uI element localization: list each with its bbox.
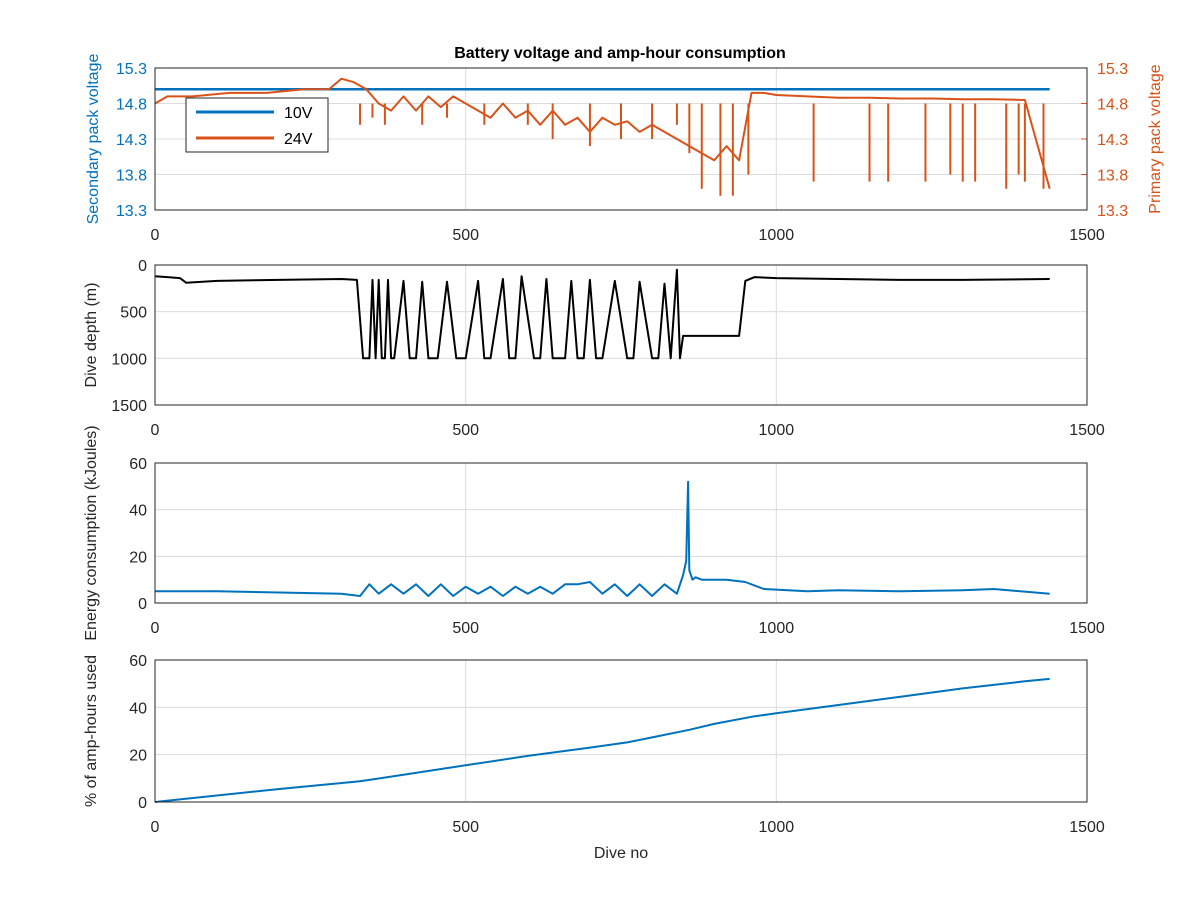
- y-tick-label: 1000: [111, 351, 147, 368]
- x-tick-label: 1500: [1069, 620, 1105, 637]
- legend-label: 10V: [284, 105, 313, 122]
- legend-label: 24V: [284, 131, 313, 148]
- y-tick-label: 60: [129, 653, 147, 670]
- y-axis-label-left: Secondary pack voltage: [85, 54, 102, 225]
- y-tick-label: 13.8: [116, 168, 147, 185]
- y-tick-label: 0: [138, 596, 147, 613]
- axes-box-3: [154, 462, 1088, 604]
- y-right-tick-label: 14.3: [1097, 132, 1128, 149]
- x-tick-label: 500: [452, 620, 479, 637]
- x-tick-label: 1000: [759, 620, 795, 637]
- y-tick-label: 40: [129, 503, 147, 520]
- y-tick-label: 14.3: [116, 132, 147, 149]
- y-tick-label: 40: [129, 700, 147, 717]
- y-right-tick-label: 13.3: [1097, 203, 1128, 220]
- y-tick-label: 13.3: [116, 203, 147, 220]
- x-tick-label: 0: [151, 620, 160, 637]
- x-tick-label: 500: [452, 422, 479, 439]
- x-tick-label: 1500: [1069, 819, 1105, 836]
- y-axis-label: Dive depth (m): [83, 283, 100, 388]
- y-tick-label: 20: [129, 549, 147, 566]
- series-line: [154, 268, 1050, 360]
- axes-box-1: [154, 67, 1088, 211]
- series-line-24v: [154, 77, 1051, 189]
- x-tick-label: 1000: [759, 227, 795, 244]
- x-tick-label: 1500: [1069, 422, 1105, 439]
- y-right-tick-label: 13.8: [1097, 168, 1128, 185]
- y-tick-label: 0: [138, 795, 147, 812]
- y-tick-label: 60: [129, 456, 147, 473]
- y-axis-label: % of amp-hours used: [83, 655, 100, 807]
- y-tick-label: 15.3: [116, 61, 147, 78]
- x-tick-label: 0: [151, 422, 160, 439]
- y-tick-label: 500: [120, 305, 147, 322]
- y-right-tick-label: 15.3: [1097, 61, 1128, 78]
- series-line: [154, 677, 1050, 803]
- y-tick-label: 14.8: [116, 97, 147, 114]
- x-tick-label: 0: [151, 819, 160, 836]
- x-tick-label: 500: [452, 227, 479, 244]
- axes-box-4: [154, 659, 1088, 803]
- chart-title: Battery voltage and amp-hour consumption: [454, 45, 786, 62]
- x-tick-label: 500: [452, 819, 479, 836]
- y-tick-label: 20: [129, 748, 147, 765]
- x-tick-label: 1000: [759, 819, 795, 836]
- x-tick-label: 0: [151, 227, 160, 244]
- y-tick-label: 0: [138, 258, 147, 275]
- y-axis-label-right: Primary pack voltage: [1147, 64, 1164, 213]
- series-line: [155, 480, 1050, 597]
- legend-box: [185, 97, 329, 153]
- y-axis-label: Energy consumption (kJoules): [83, 425, 100, 640]
- x-tick-label: 1500: [1069, 227, 1105, 244]
- x-tick-label: 1000: [759, 422, 795, 439]
- axes-box-2: [154, 264, 1088, 406]
- x-axis-label: Dive no: [594, 845, 648, 862]
- y-right-tick-label: 14.8: [1097, 97, 1128, 114]
- y-tick-label: 1500: [111, 398, 147, 415]
